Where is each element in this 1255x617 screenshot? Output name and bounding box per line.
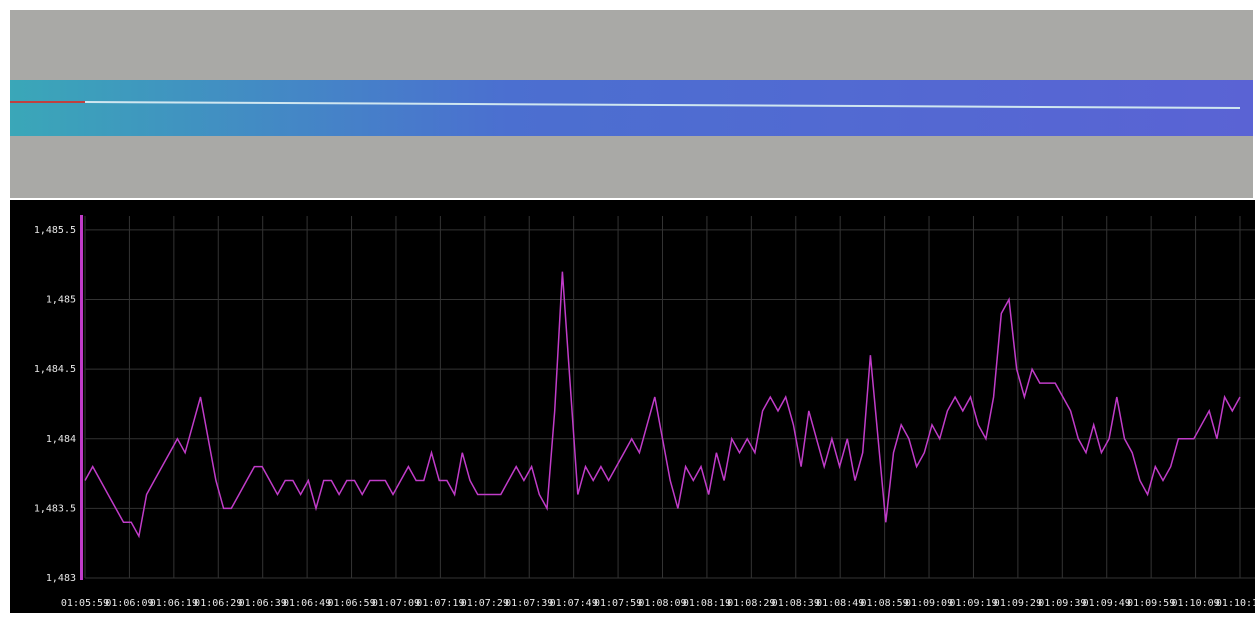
x-tick-label: 01:09:59	[1127, 598, 1175, 609]
x-tick-label: 01:05:59	[61, 598, 109, 609]
x-tick-label: 01:06:19	[150, 598, 198, 609]
y-tick-label: 1,484	[46, 434, 76, 445]
x-tick-label: 01:08:09	[638, 598, 686, 609]
x-tick-label: 01:07:59	[594, 598, 642, 609]
x-tick-label: 01:06:49	[283, 598, 331, 609]
x-tick-label: 01:10:19	[1216, 598, 1255, 609]
chart-panel	[10, 200, 1255, 613]
x-tick-label: 01:07:29	[461, 598, 509, 609]
x-tick-label: 01:08:19	[683, 598, 731, 609]
x-tick-label: 01:06:29	[194, 598, 242, 609]
y-tick-label: 1,485	[46, 295, 76, 306]
y-tick-label: 1,483.5	[34, 503, 76, 514]
x-tick-label: 01:06:39	[239, 598, 287, 609]
x-tick-label: 01:09:29	[994, 598, 1042, 609]
scan-strip	[10, 80, 1253, 136]
x-tick-label: 01:06:09	[105, 598, 153, 609]
x-tick-label: 01:09:09	[905, 598, 953, 609]
x-tick-label: 01:06:59	[327, 598, 375, 609]
x-tick-label: 01:08:49	[816, 598, 864, 609]
y-axis-bar	[80, 215, 83, 580]
plot: 1,483 1,483.5 1,484 1,484.5 1,485 1,485.5 01:0…	[34, 216, 1255, 609]
x-tick-label: 01:07:19	[416, 598, 464, 609]
x-tick-label: 01:08:59	[861, 598, 909, 609]
x-tick-label: 01:07:39	[505, 598, 553, 609]
x-tick-label: 01:09:19	[949, 598, 997, 609]
scan-center-line	[84, 101, 1241, 109]
x-tick-label: 01:09:39	[1038, 598, 1086, 609]
x-tick-label: 01:08:39	[772, 598, 820, 609]
x-tick-label: 01:07:09	[372, 598, 420, 609]
y-tick-label: 1,483	[46, 573, 76, 584]
y-tick-label: 1,484.5	[34, 364, 76, 375]
x-tick-label: 01:07:49	[550, 598, 598, 609]
x-tick-label: 01:08:29	[727, 598, 775, 609]
data-line	[84, 271, 1241, 539]
x-tick-label: 01:10:09	[1171, 598, 1219, 609]
y-tick-label: 1,485.5	[34, 225, 76, 236]
x-tick-label: 01:09:49	[1083, 598, 1131, 609]
